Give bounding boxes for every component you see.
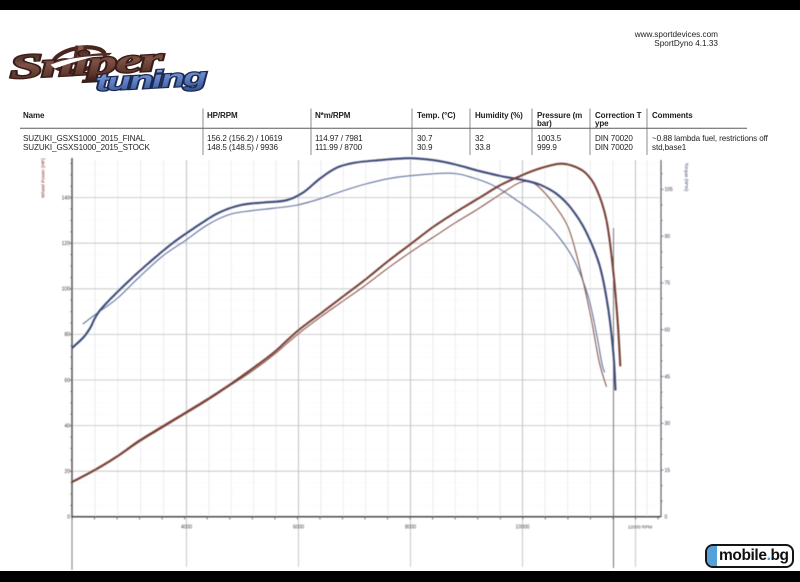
svg-text:60: 60 <box>665 328 671 334</box>
svg-text:40: 40 <box>64 423 70 429</box>
svg-text:100: 100 <box>62 287 71 293</box>
svg-text:0: 0 <box>67 515 70 521</box>
svg-text:Torque (N*m): Torque (N*m) <box>683 163 689 192</box>
svg-text:20: 20 <box>64 469 70 475</box>
svg-text:90: 90 <box>665 234 671 240</box>
svg-text:60: 60 <box>64 378 70 384</box>
svg-text:0: 0 <box>665 515 668 521</box>
svg-text:Sniper: Sniper <box>9 41 166 86</box>
svg-text:Wheel Power (HP): Wheel Power (HP) <box>41 158 47 198</box>
svg-text:120: 120 <box>62 241 71 247</box>
svg-text:105: 105 <box>665 187 674 193</box>
svg-text:140: 140 <box>62 195 71 201</box>
svg-text:30: 30 <box>665 421 671 427</box>
svg-text:10000: 10000 <box>516 525 530 531</box>
svg-text:8000: 8000 <box>405 525 416 531</box>
svg-text:6000: 6000 <box>293 525 304 531</box>
svg-text:80: 80 <box>64 332 70 338</box>
svg-text:4000: 4000 <box>181 525 192 531</box>
svg-text:75: 75 <box>665 281 671 287</box>
svg-text:45: 45 <box>665 374 671 380</box>
svg-text:15: 15 <box>665 468 671 474</box>
svg-text:12000 RPM: 12000 RPM <box>628 525 652 530</box>
